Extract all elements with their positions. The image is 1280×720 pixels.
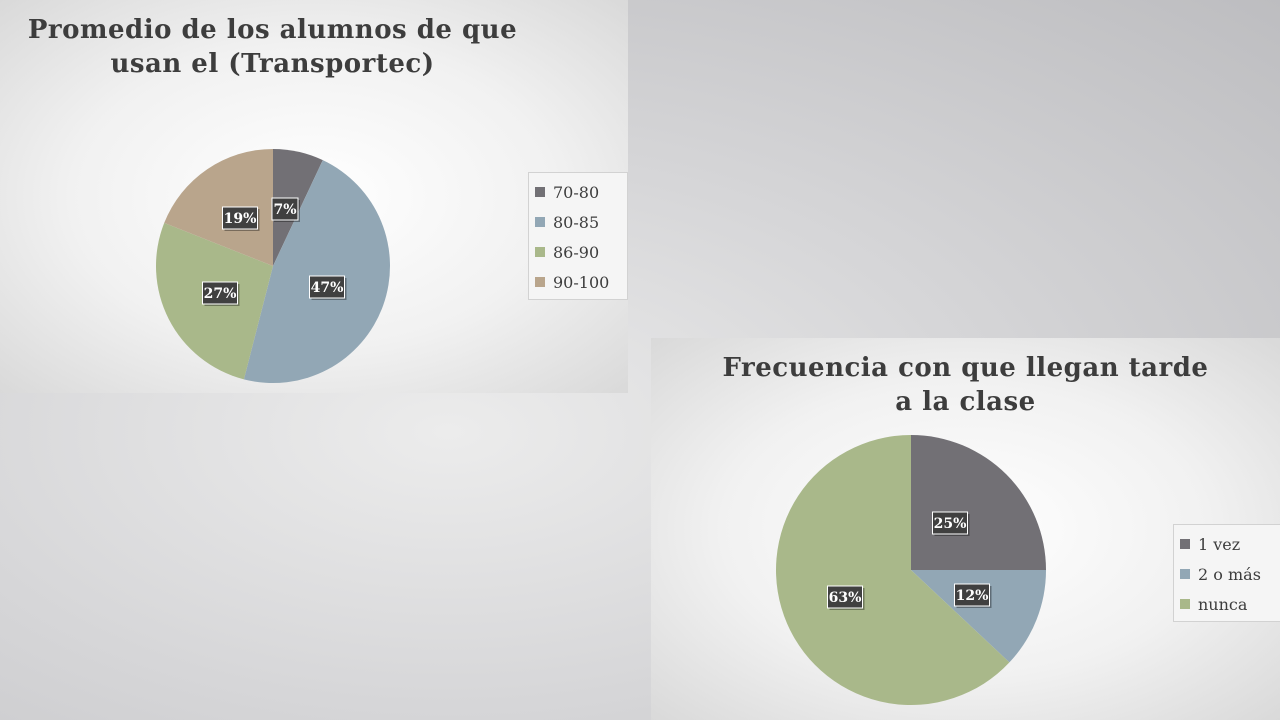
pie-chart: 25% 12% 63% (776, 435, 1046, 705)
legend-swatch (1180, 599, 1190, 609)
legend-item: 70-80 (535, 177, 621, 207)
pie-slice-1-vez (911, 435, 1046, 570)
chart-title-line-1: Promedio de los alumnos de que (27, 15, 518, 45)
chart-legend: 70-80 80-85 86-90 90-100 (528, 172, 628, 300)
data-label: 12% (954, 583, 992, 608)
legend-label: 70-80 (553, 182, 600, 202)
legend-swatch (1180, 569, 1190, 579)
legend-swatch (535, 247, 545, 257)
chart-legend: 1 vez 2 o más nunca (1173, 524, 1280, 622)
legend-swatch (535, 187, 545, 197)
legend-item: 1 vez (1180, 529, 1276, 559)
data-label-text: 47% (311, 280, 344, 296)
pie-slice-nunca (776, 435, 1010, 705)
data-label-text: 27% (204, 286, 237, 302)
data-label-text: 7% (273, 202, 296, 218)
legend-label: 1 vez (1198, 534, 1241, 554)
legend-swatch (535, 217, 545, 227)
pie-slice-2-o-más (911, 570, 1046, 663)
data-label: 19% (222, 206, 260, 231)
data-label-text: 63% (829, 590, 862, 606)
data-label: 47% (309, 275, 347, 300)
legend-item: 2 o más (1180, 559, 1276, 589)
legend-label: 86-90 (553, 242, 600, 262)
pie-slice-90-100 (164, 149, 273, 266)
legend-label: 2 o más (1198, 564, 1261, 584)
legend-item: 86-90 (535, 237, 621, 267)
chart-title: Promedio de los alumnos de que usan el (… (0, 13, 545, 81)
legend-swatch (535, 277, 545, 287)
data-label-text: 25% (934, 516, 967, 532)
data-label-text: 19% (224, 211, 257, 227)
data-label: 27% (202, 281, 240, 306)
data-label: 7% (271, 197, 300, 222)
chart-title-line-2: a la clase (895, 387, 1036, 417)
legend-label: 90-100 (553, 272, 610, 292)
data-label: 25% (932, 511, 970, 536)
data-label-text: 12% (956, 588, 989, 604)
legend-label: 80-85 (553, 212, 600, 232)
data-label: 63% (827, 585, 865, 610)
legend-item: 90-100 (535, 267, 621, 297)
legend-item: 80-85 (535, 207, 621, 237)
pie-slice-80-85 (243, 160, 390, 383)
legend-label: nunca (1198, 594, 1248, 614)
pie-chart: 7% 47% 27% 19% (156, 149, 390, 383)
chart-panel-promedio: Promedio de los alumnos de que usan el (… (0, 0, 628, 393)
chart-title-line-1: Frecuencia con que llegan tarde (722, 353, 1209, 383)
legend-swatch (1180, 539, 1190, 549)
chart-title: Frecuencia con que llegan tarde a la cla… (651, 351, 1280, 419)
chart-title-line-2: usan el (Transportec) (110, 49, 435, 79)
chart-panel-frecuencia: Frecuencia con que llegan tarde a la cla… (651, 338, 1280, 720)
legend-item: nunca (1180, 589, 1276, 619)
